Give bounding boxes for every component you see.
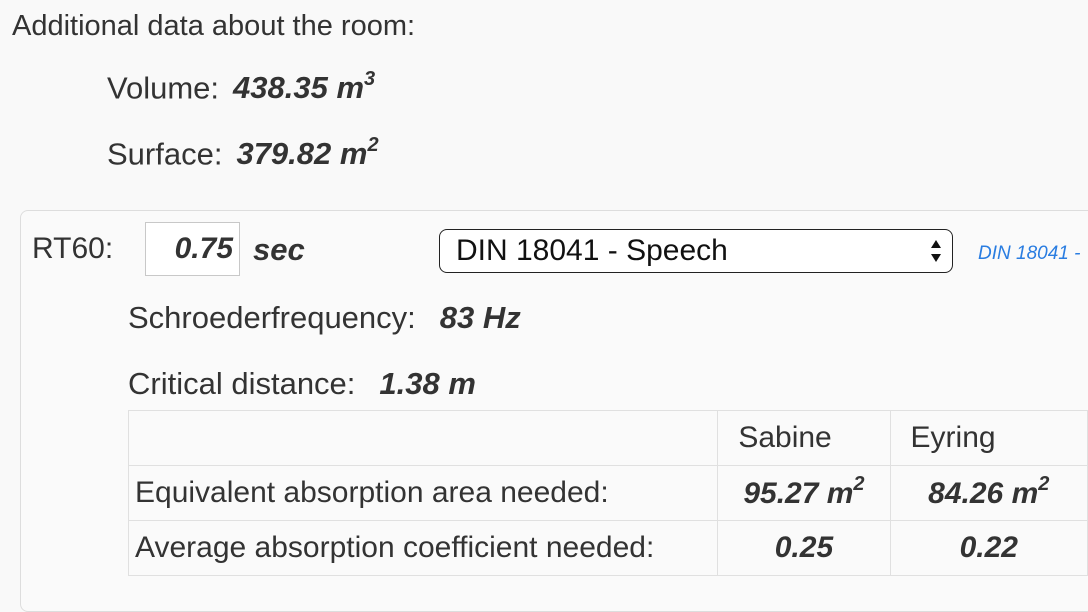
- din-link[interactable]: DIN 18041 -: [978, 243, 1081, 264]
- table-header-row: Sabine Eyring: [127, 410, 1088, 466]
- eyring-value: 0.22: [889, 520, 1088, 576]
- row-label: Equivalent absorption area needed:: [127, 465, 719, 521]
- rt60-label: RT60:: [32, 232, 114, 265]
- select-arrows-icon: [931, 240, 941, 262]
- schroeder-label: Schroederfrequency:: [128, 300, 416, 335]
- standard-select[interactable]: DIN 18041 - Speech: [439, 229, 953, 273]
- table-header-eyring: Eyring: [889, 410, 1088, 466]
- schroeder-row: Schroederfrequency: 83 Hz: [128, 300, 521, 336]
- table-row: Equivalent absorption area needed: 95.27…: [127, 465, 1088, 521]
- section-heading: Additional data about the room:: [12, 10, 416, 42]
- surface-row: Surface: 379.82 m2: [107, 134, 379, 172]
- rt60-input[interactable]: 0.75: [145, 222, 240, 276]
- schroeder-value: 83 Hz: [439, 300, 521, 335]
- table-header-sabine: Sabine: [717, 410, 891, 466]
- rt60-unit: sec: [253, 232, 305, 267]
- critical-distance-label: Critical distance:: [128, 366, 356, 401]
- critical-distance-value: 1.38 m: [379, 366, 476, 401]
- absorption-table: Sabine Eyring Equivalent absorption area…: [127, 410, 1088, 576]
- volume-label: Volume:: [107, 70, 220, 106]
- surface-value: 379.82 m2: [236, 134, 379, 172]
- table-row: Average absorption coefficient needed: 0…: [127, 520, 1088, 576]
- sabine-value: 95.27 m2: [717, 465, 891, 521]
- standard-select-value: DIN 18041 - Speech: [456, 234, 728, 267]
- eyring-value: 84.26 m2: [889, 465, 1088, 521]
- volume-row: Volume: 438.35 m3: [107, 68, 376, 106]
- volume-value: 438.35 m3: [233, 68, 376, 106]
- sabine-value: 0.25: [717, 520, 891, 576]
- row-label: Average absorption coefficient needed:: [127, 520, 719, 576]
- table-header-empty: [127, 410, 719, 466]
- surface-label: Surface:: [107, 136, 223, 172]
- critical-distance-row: Critical distance: 1.38 m: [128, 366, 476, 402]
